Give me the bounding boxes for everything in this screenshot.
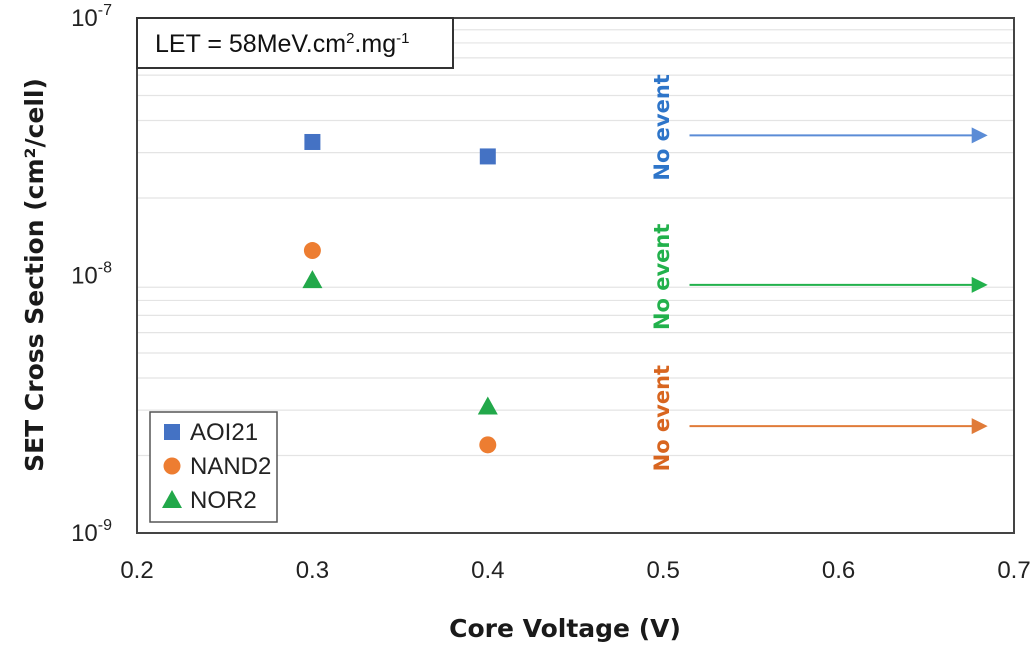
data-point-nand2: [303, 242, 321, 260]
y-tick-label: 10-7: [71, 2, 112, 32]
data-point-nor2: [302, 270, 323, 289]
legend: AOI21 NAND2 NOR2: [149, 411, 278, 523]
condition-prefix: LET = 58MeV.cm: [155, 30, 346, 58]
plot-area: [136, 17, 1015, 534]
x-axis-title: Core Voltage (V): [449, 614, 681, 643]
arrow-head-aoi21: [971, 127, 988, 144]
x-tick-labels: 0.2 0.3 0.4 0.5 0.6 0.7: [120, 557, 1030, 584]
condition-sup2: -1: [396, 30, 409, 47]
grid-lines: [137, 29, 1014, 457]
legend-label-aoi21: AOI21: [190, 419, 258, 446]
data-point-nand2: [479, 436, 497, 454]
arrow-head-nor2: [971, 276, 988, 293]
x-tick-label: 0.2: [120, 557, 153, 584]
data-point-nor2: [477, 396, 498, 415]
x-tick-label: 0.5: [647, 557, 680, 584]
legend-label-nand2: NAND2: [190, 453, 271, 480]
y-tick-label: 10-9: [71, 517, 112, 547]
condition-sup1: 2: [346, 30, 354, 47]
x-tick-label: 0.4: [471, 557, 504, 584]
data-point-aoi21: [304, 133, 321, 150]
y-tick-label: 10-8: [71, 260, 112, 290]
condition-label: LET = 58MeV.cm2.mg-1: [155, 30, 409, 58]
legend-marker-nor2: [162, 490, 182, 508]
no-event-label-nor2: No event: [650, 224, 674, 330]
no-event-label-aoi21: No event: [650, 74, 674, 180]
y-tick-labels: 10-9 10-8 10-7: [71, 2, 112, 547]
condition-box: LET = 58MeV.cm2.mg-1: [136, 17, 454, 69]
legend-marker-nand2: [163, 457, 181, 475]
y-axis-title: SET Cross Section (cm²/cell): [20, 78, 49, 472]
data-point-aoi21: [479, 148, 496, 165]
annotations: No event No event No event: [650, 74, 988, 471]
arrow-head-nand2: [971, 418, 988, 435]
legend-marker-aoi21: [164, 424, 180, 440]
x-tick-label: 0.7: [997, 557, 1030, 584]
x-tick-label: 0.6: [822, 557, 855, 584]
legend-label-nor2: NOR2: [190, 487, 257, 514]
condition-mid: .mg: [354, 30, 396, 58]
data-points: [302, 133, 498, 454]
no-event-label-nand2: No event: [650, 365, 674, 471]
x-tick-label: 0.3: [296, 557, 329, 584]
